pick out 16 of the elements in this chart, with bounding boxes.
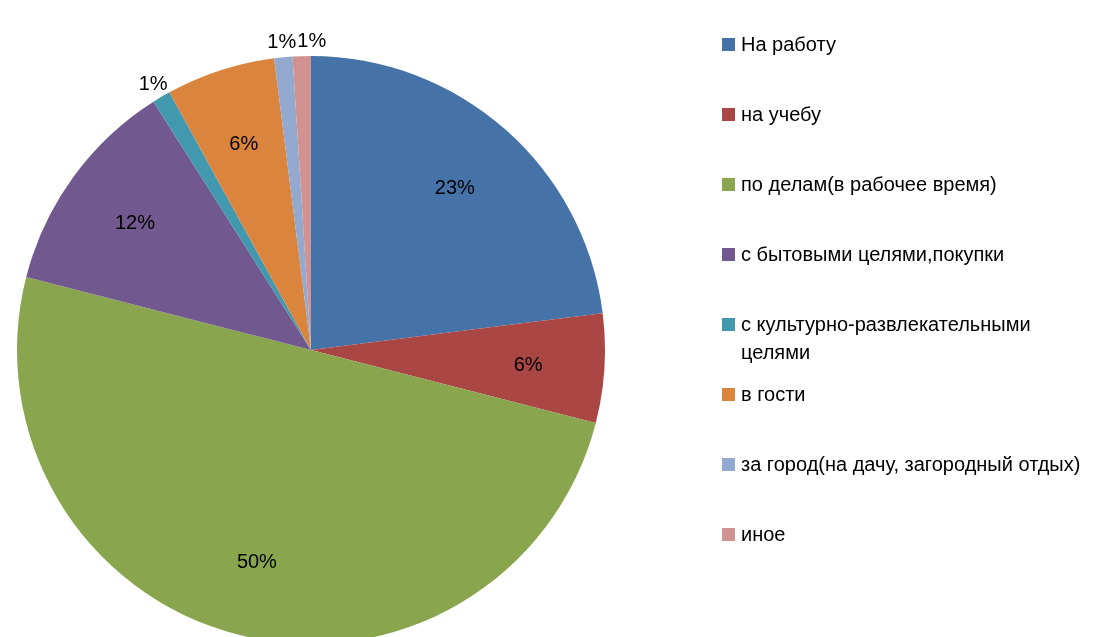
data-label: 1% — [297, 29, 327, 52]
legend-label: На работу — [741, 32, 836, 57]
legend-label: по делам(в рабочее время) — [741, 172, 997, 197]
data-label: 6% — [513, 352, 543, 375]
legend-label: в гости — [741, 382, 806, 407]
data-label: 12% — [114, 211, 156, 234]
data-label: 23% — [434, 175, 476, 198]
legend-label: с бытовыми целями,покупки — [741, 242, 1005, 267]
legend-label: на учебу — [741, 102, 822, 127]
legend-label: за город(на дачу, загородный отдых) — [741, 452, 1081, 477]
data-label: 1% — [138, 72, 168, 95]
data-label: 1% — [267, 30, 297, 53]
data-label: 50% — [236, 549, 278, 572]
legend-label: иное — [741, 522, 786, 547]
data-label: 6% — [229, 132, 259, 155]
legend-label: с культурно-развлекательными целями — [741, 312, 1032, 365]
